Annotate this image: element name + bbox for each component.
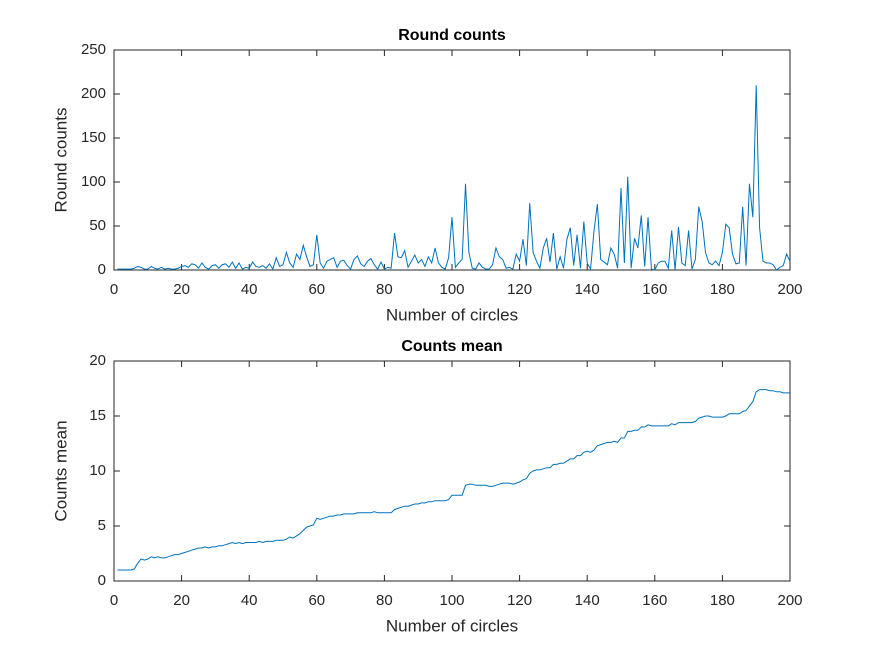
x-axis-label: Number of circles	[386, 616, 518, 635]
chart-title: Round counts	[398, 27, 506, 44]
subplot: 0 20 40 60 80 100 120 140 160 180 200 0 5 10 15 20 Count…	[51, 338, 802, 635]
data-line	[117, 389, 790, 571]
x-tick-label: 20	[173, 281, 190, 298]
y-tick-label: 200	[81, 85, 106, 102]
y-tick-label: 0	[98, 261, 106, 278]
x-tick-label: 40	[241, 281, 258, 298]
x-tick-label: 140	[575, 281, 600, 298]
x-tick-label: 60	[308, 281, 325, 298]
x-tick-label: 160	[642, 592, 667, 609]
x-tick-label: 200	[777, 592, 802, 609]
x-tick-label: 20	[173, 592, 190, 609]
y-tick-label: 5	[98, 517, 106, 534]
x-tick-label: 120	[507, 592, 532, 609]
x-tick-label: 0	[110, 592, 118, 609]
y-tick-label: 100	[81, 173, 106, 190]
x-tick-label: 140	[575, 592, 600, 609]
x-tick-label: 80	[376, 281, 393, 298]
y-tick-label: 0	[98, 572, 106, 589]
data-line	[117, 85, 791, 271]
chart-title: Counts mean	[401, 338, 502, 355]
x-tick-label: 40	[241, 592, 258, 609]
x-tick-label: 80	[376, 592, 393, 609]
y-tick-label: 250	[81, 41, 106, 58]
x-tick-label: 100	[439, 592, 464, 609]
x-tick-label: 60	[308, 592, 325, 609]
y-axis-label: Round counts	[51, 108, 70, 213]
y-tick-label: 150	[81, 129, 106, 146]
y-tick-label: 50	[89, 217, 106, 234]
x-tick-label: 160	[642, 281, 667, 298]
subplot: 0 20 40 60 80 100 120 140 160 180 200 0 50 100 150 200 2…	[51, 27, 802, 324]
x-tick-label: 200	[777, 281, 802, 298]
axes-box	[113, 49, 791, 271]
x-tick-label: 180	[710, 281, 735, 298]
x-tick-label: 100	[439, 281, 464, 298]
x-tick-label: 0	[110, 281, 118, 298]
y-axis-label: Counts mean	[51, 420, 70, 521]
y-tick-label: 15	[89, 407, 106, 424]
x-tick-label: 120	[507, 281, 532, 298]
y-tick-label: 20	[89, 352, 106, 369]
x-axis-label: Number of circles	[386, 305, 518, 324]
x-tick-label: 180	[710, 592, 735, 609]
axes-box	[113, 360, 791, 582]
y-tick-label: 10	[89, 462, 106, 479]
